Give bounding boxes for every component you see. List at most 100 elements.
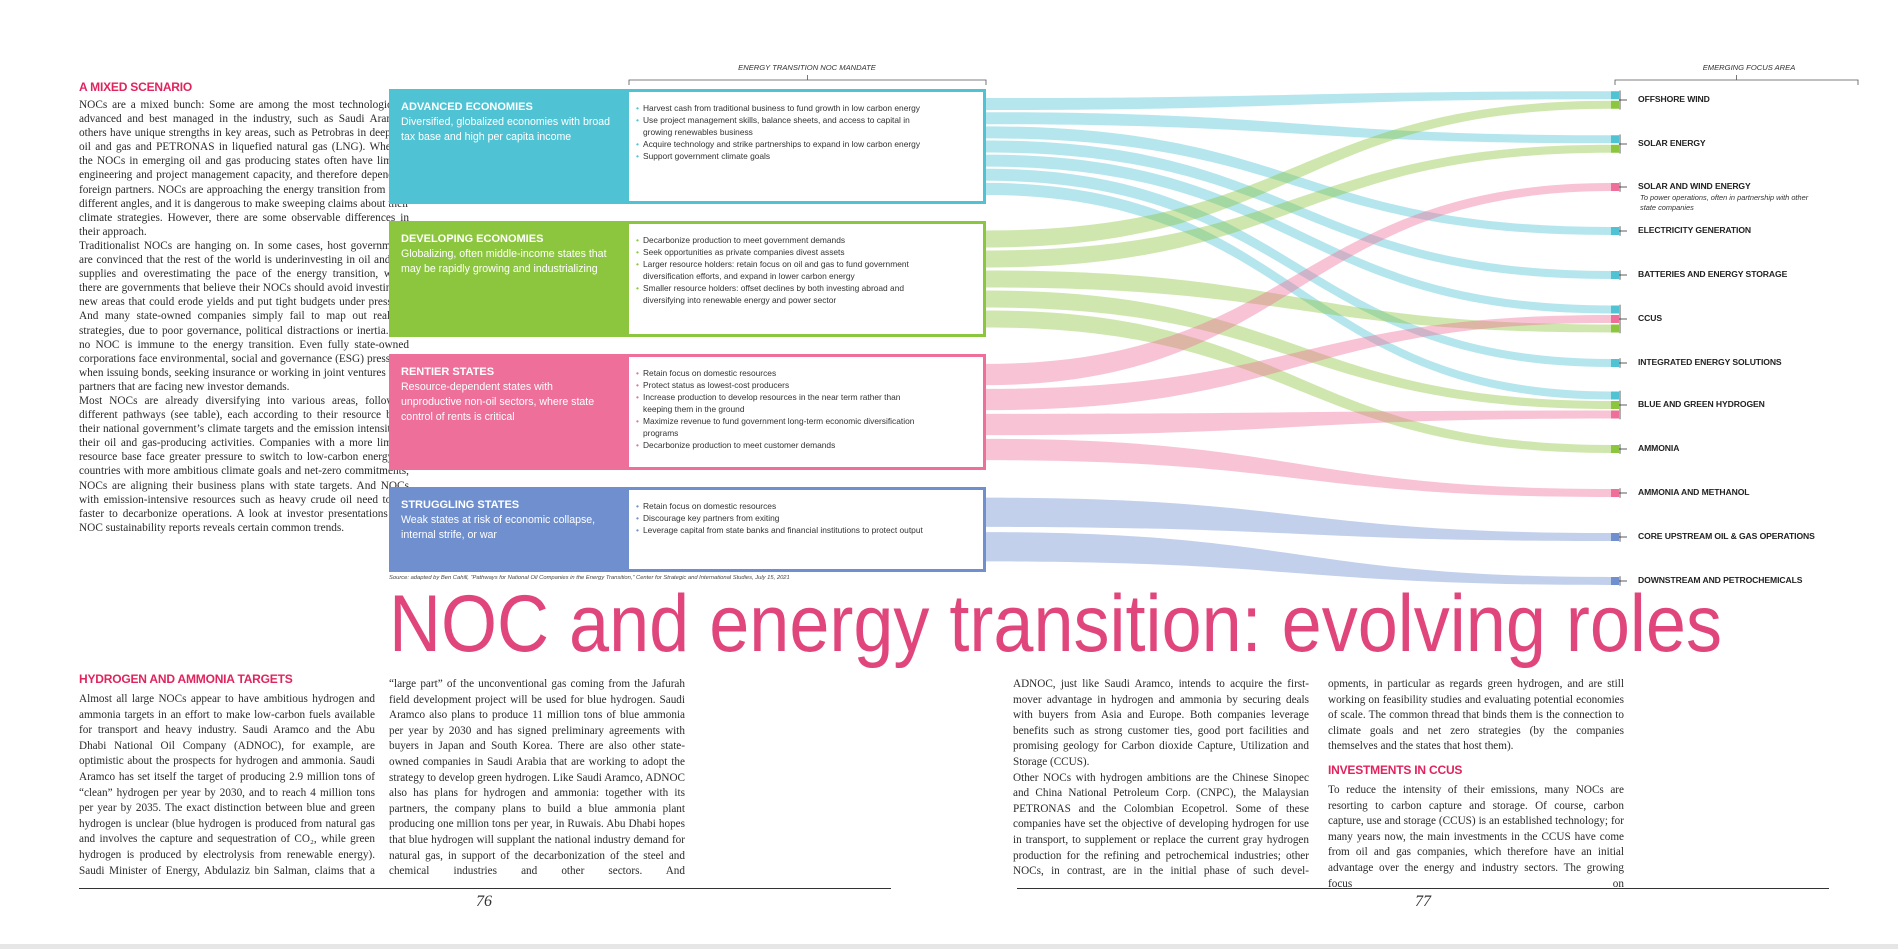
focus-marker [1611, 315, 1619, 323]
group-name: DEVELOPING ECONOMIES [401, 233, 544, 245]
flow-band [986, 168, 1611, 367]
bullet: Use project management skills, balance s… [636, 114, 926, 138]
text-column: opments, in particular as regards green … [1328, 677, 1624, 892]
mandate-row: DEVELOPING ECONOMIES Globalizing, often m… [389, 221, 986, 337]
bullet-list: Harvest cash from traditional business t… [636, 102, 926, 162]
left-column: A MIXED SCENARIO NOCs are a mixed bunch: … [79, 80, 409, 535]
flow-band [986, 310, 1611, 453]
flow-band [986, 140, 1611, 279]
focus-label: SOLAR AND WIND ENERGY [1638, 181, 1751, 191]
focus-marker [1611, 410, 1619, 419]
flow-band [986, 154, 1611, 314]
paragraph: NOCs are a mixed bunch: Some are among t… [79, 99, 409, 238]
flow-band [986, 270, 1611, 333]
focus-marker [1611, 489, 1619, 497]
section-heading: INVESTMENTS IN CCUS [1328, 762, 1463, 777]
bullet: Maximize revenue to fund government long… [636, 415, 926, 439]
text-column: HYDROGEN AND AMMONIA TARGETS Almost all l… [79, 672, 375, 879]
bullet: Protect status as lowest-cost producers [636, 379, 926, 391]
focus-note: To power operations, often in partnershi… [1640, 193, 1809, 212]
flow-band [986, 532, 1611, 585]
focus-label: CORE UPSTREAM OIL & GAS OPERATIONS [1638, 531, 1815, 541]
bullet: Seek opportunities as private companies … [636, 246, 926, 258]
bullet: Acquire technology and strike partnershi… [636, 138, 926, 150]
focus-marker [1611, 305, 1619, 314]
group-description: Diversified, globalized economies with b… [401, 116, 611, 143]
paragraph: Traditionalist NOCs are hanging on. In s… [79, 239, 409, 393]
flow-band [986, 497, 1611, 541]
flow-band [986, 100, 1611, 248]
focus-marker [1611, 100, 1619, 109]
text-column: “large part” of the unconventional gas c… [389, 677, 685, 880]
bullet: Retain focus on domestic resources [636, 500, 926, 512]
focus-label: INTEGRATED ENERGY SOLUTIONS [1638, 357, 1782, 367]
focus-label: CCUS [1638, 313, 1662, 323]
main-title: NOC and energy transition: evolving role… [389, 579, 1722, 669]
bullet-box: Retain focus on domestic resourcesDiscou… [629, 490, 983, 569]
flow-band [986, 126, 1611, 235]
focus-label: AMMONIA [1638, 443, 1680, 453]
bullet: Retain focus on domestic resources [636, 367, 926, 379]
group-description: Globalizing, often middle-income states … [401, 248, 607, 275]
bullet: Smaller resource holders: offset decline… [636, 282, 926, 306]
paragraph: opments, in particular as regards green … [1328, 678, 1624, 753]
page-rule [1017, 888, 1829, 889]
focus-marker [1611, 144, 1619, 153]
bullet: Larger resource holders: retain focus on… [636, 258, 926, 282]
bullet-list: Retain focus on domestic resourcesDiscou… [636, 500, 926, 536]
flow-band [986, 290, 1611, 409]
focus-marker [1611, 183, 1619, 191]
bullet: Decarbonize production to meet governmen… [636, 234, 926, 246]
focus-marker [1611, 445, 1619, 453]
focus-marker [1611, 227, 1619, 235]
bullet-box: Decarbonize production to meet governmen… [629, 224, 983, 334]
bullet-box: Harvest cash from traditional business t… [629, 92, 983, 201]
focus-marker [1611, 91, 1619, 100]
paragraph: Almost all large NOCs appear to have amb… [79, 693, 375, 877]
paragraph: Most NOCs are already diversifying into … [79, 394, 409, 534]
group-name: ADVANCED ECONOMIES [401, 101, 533, 113]
focus-label: OFFSHORE WIND [1638, 94, 1710, 104]
focus-label: BLUE AND GREEN HYDROGEN [1638, 399, 1765, 409]
group-description: Resource-dependent states with unproduct… [401, 381, 595, 423]
group-panel: STRUGGLING STATES Weak states at risk of … [401, 499, 616, 543]
focus-label: SOLAR ENERGY [1638, 138, 1706, 148]
bullet: Discourage key partners from exiting [636, 512, 926, 524]
page-rule [79, 888, 891, 889]
group-panel: RENTIER STATES Resource-dependent states … [401, 366, 616, 425]
group-name: RENTIER STATES [401, 366, 495, 378]
focus-marker [1611, 533, 1619, 541]
group-panel: ADVANCED ECONOMIES Diversified, globalize… [401, 101, 616, 145]
group-name: STRUGGLING STATES [401, 499, 520, 511]
section-heading: A MIXED SCENARIO [79, 80, 193, 94]
page-number: 77 [1415, 893, 1431, 910]
flow-band [986, 315, 1611, 411]
sankey-diagram [628, 75, 1859, 586]
flow-band [986, 183, 1611, 386]
bullet-list: Decarbonize production to meet governmen… [636, 234, 926, 306]
title-area: NOC and energy transition: evolving role… [389, 579, 1722, 669]
focus-label: BATTERIES AND ENERGY STORAGE [1638, 269, 1788, 279]
mandate-row: STRUGGLING STATES Weak states at risk of … [389, 487, 986, 572]
bracket [628, 75, 987, 85]
focus-marker [1611, 577, 1619, 585]
focus-marker [1611, 391, 1619, 400]
group-panel: DEVELOPING ECONOMIES Globalizing, often m… [401, 233, 616, 277]
group-description: Weak states at risk of economic collapse… [401, 514, 596, 541]
focus-marker [1611, 135, 1619, 144]
paragraph: Other NOCs with hydrogen ambitions are t… [1013, 771, 1309, 878]
mandate-row: ADVANCED ECONOMIES Diversified, globalize… [389, 89, 986, 204]
flow-band [986, 182, 1611, 400]
paragraph: “large part” of the unconventional gas c… [389, 678, 685, 878]
text-column: ADNOC, just like Saudi Aramco, intends t… [1013, 677, 1309, 880]
focus-marker [1611, 324, 1619, 333]
flow-band [986, 144, 1611, 268]
paragraph: To reduce the intensity of their emissio… [1328, 783, 1624, 890]
section-heading: HYDROGEN AND AMMONIA TARGETS [79, 672, 293, 686]
flow-band [986, 410, 1611, 436]
focus-marker [1611, 271, 1619, 279]
focus-header: EMERGING FOCUS AREA [1702, 63, 1796, 72]
page-number: 76 [476, 893, 492, 910]
page-edge [0, 944, 1898, 949]
